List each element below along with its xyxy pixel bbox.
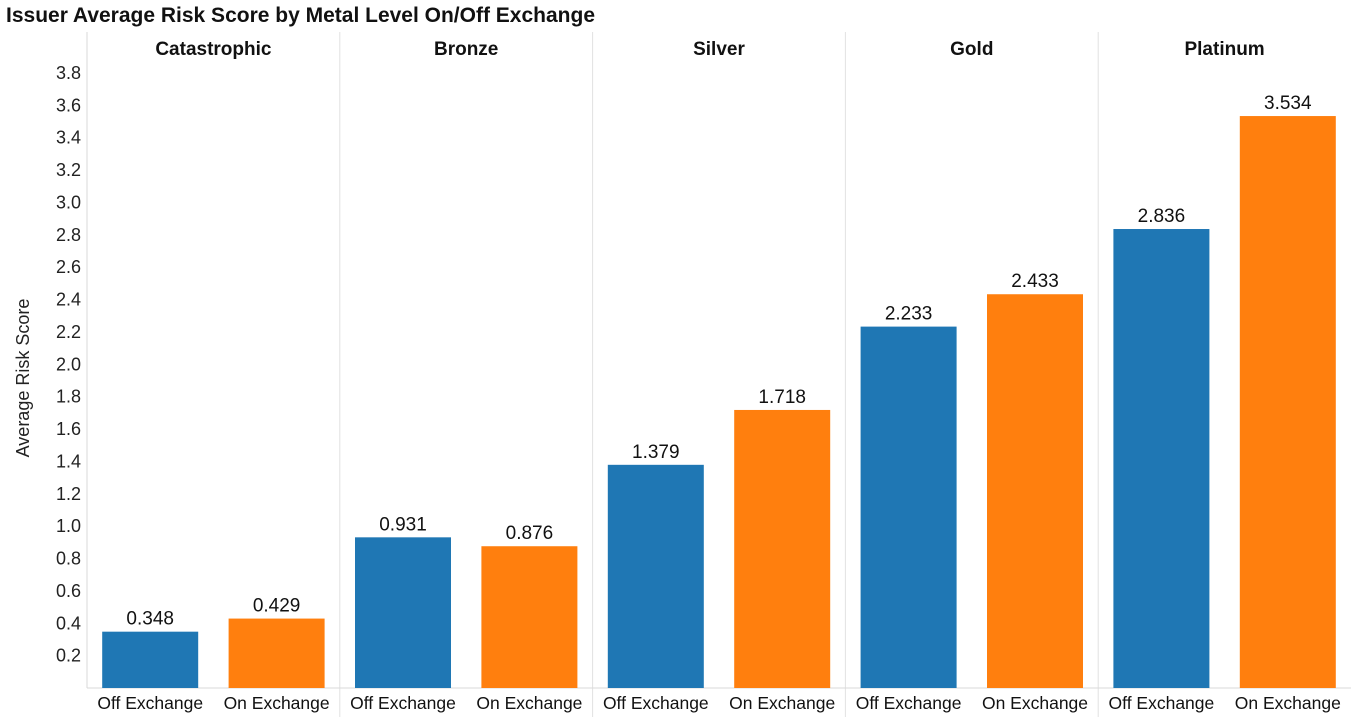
category-label: Off Exchange (350, 693, 456, 713)
y-axis: 0.2 0.4 0.6 0.8 1.0 1.2 1.4 1.6 1.8 2.0 2.2 2.4 2.6 2… (56, 32, 1351, 689)
y-tick-label: 0.8 (56, 549, 81, 569)
category-label: Off Exchange (1109, 693, 1215, 713)
y-tick-label: 2.4 (56, 290, 81, 310)
bar (1113, 229, 1210, 688)
y-tick-label: 1.4 (56, 451, 81, 471)
data-label: 1.379 (632, 442, 680, 463)
category-label: On Exchange (224, 693, 330, 713)
y-axis-title: Average Risk Score (13, 299, 33, 458)
bars (102, 116, 1336, 689)
y-tick-label: 1.8 (56, 387, 81, 407)
y-tick-label: 0.4 (56, 613, 81, 633)
bar (987, 294, 1083, 688)
data-label: 2.233 (885, 304, 933, 325)
data-label: 2.836 (1138, 206, 1186, 227)
bar (102, 631, 199, 688)
y-tick-label: 2.8 (56, 225, 81, 245)
y-tick-label: 1.2 (56, 484, 81, 504)
panel-separators (339, 32, 1099, 717)
data-label: 3.534 (1264, 93, 1312, 114)
bar (228, 618, 325, 688)
y-tick-label: 2.0 (56, 354, 81, 374)
chart-title: Issuer Average Risk Score by Metal Level… (6, 4, 596, 27)
data-label: 0.429 (253, 596, 301, 617)
category-label: On Exchange (476, 693, 582, 713)
data-label: 2.433 (1011, 271, 1059, 292)
data-label: 1.718 (758, 387, 806, 408)
bar (481, 546, 578, 688)
y-tick-label: 2.6 (56, 257, 81, 277)
data-label: 0.876 (506, 523, 554, 544)
y-tick-label: 3.2 (56, 160, 81, 180)
category-label: On Exchange (729, 693, 835, 713)
bar (607, 464, 704, 688)
y-tick-label: 1.6 (56, 419, 81, 439)
y-tick-label: 3.4 (56, 128, 81, 148)
bar (355, 537, 451, 688)
panel-title: Catastrophic (155, 39, 272, 60)
data-labels: 0.348 0.429 0.931 0.876 1.379 1.718 2.233 2.433… (126, 93, 1312, 630)
data-label: 0.348 (126, 609, 174, 630)
y-tick-label: 3.6 (56, 95, 81, 115)
y-tick-label: 2.2 (56, 322, 81, 342)
y-tick-label: 1.0 (56, 516, 81, 536)
category-label: On Exchange (1235, 693, 1341, 713)
y-tick-label: 3.8 (56, 63, 81, 83)
category-label: On Exchange (982, 693, 1088, 713)
panel-titles: Catastrophic Bronze Silver Gold Platinum (155, 39, 1264, 60)
category-label: Off Exchange (603, 693, 709, 713)
panel-title: Gold (950, 39, 993, 60)
y-tick-label: 0.2 (56, 646, 81, 666)
y-tick-label: 0.6 (56, 581, 81, 601)
panel-title: Silver (693, 39, 745, 60)
category-label: Off Exchange (97, 693, 203, 713)
bar (734, 409, 831, 688)
bar (860, 326, 957, 688)
bar (1239, 116, 1336, 689)
category-label: Off Exchange (856, 693, 962, 713)
panel-title: Platinum (1184, 39, 1264, 60)
y-tick-label: 3.0 (56, 192, 81, 212)
category-labels: Off Exchange On Exchange Off Exchange On Ex… (97, 693, 1340, 713)
panel-title: Bronze (434, 39, 498, 60)
data-label: 0.931 (379, 514, 427, 535)
